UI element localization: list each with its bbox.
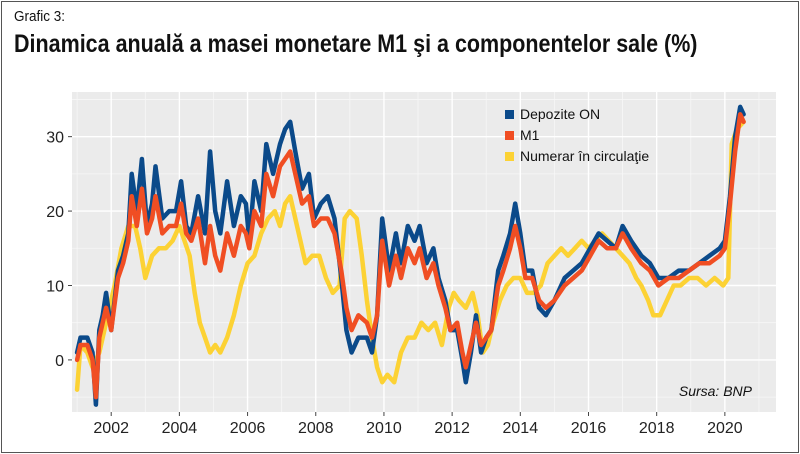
y-tick-label: 0 (55, 353, 64, 370)
x-tick-label: 2008 (298, 420, 334, 437)
x-tick-label: 2004 (162, 420, 198, 437)
y-tick-label: 20 (46, 204, 64, 221)
major-gridlines (72, 92, 776, 412)
legend-swatch-m1 (505, 131, 514, 140)
legend-swatch-depozite-on (505, 110, 514, 119)
source-note: Sursa: BNP (679, 383, 753, 399)
y-axis: 0 10 20 30 (46, 130, 72, 370)
x-tick-label: 2014 (503, 420, 539, 437)
x-tick-label: 2012 (434, 420, 470, 437)
legend-label-m1: M1 (520, 127, 540, 143)
series-lines (74, 104, 746, 407)
figure-label: Grafic 3: (14, 8, 66, 25)
legend-label-depozite-on: Depozite ON (520, 106, 600, 122)
series-line-m1 (74, 112, 746, 400)
x-tick-label: 2006 (230, 420, 266, 437)
x-axis: 2002 2004 2006 2008 2010 2012 2014 2016 2018 2020 (93, 412, 743, 437)
legend: Depozite ON M1 Numerar în circulaţie (505, 106, 649, 164)
x-tick-label: 2010 (366, 420, 402, 437)
x-tick-label: 2020 (707, 420, 743, 437)
chart-title: Dinamica anuală a masei monetare M1 şi a… (14, 30, 698, 58)
x-tick-label: 2018 (639, 420, 675, 437)
x-tick-label: 2016 (571, 420, 607, 437)
series-line-numerar (74, 119, 746, 392)
y-tick-label: 10 (46, 278, 64, 295)
x-tick-label: 2002 (93, 420, 129, 437)
legend-swatch-numerar (505, 152, 514, 161)
y-tick-label: 30 (46, 130, 64, 147)
legend-label-numerar: Numerar în circulaţie (520, 148, 649, 164)
